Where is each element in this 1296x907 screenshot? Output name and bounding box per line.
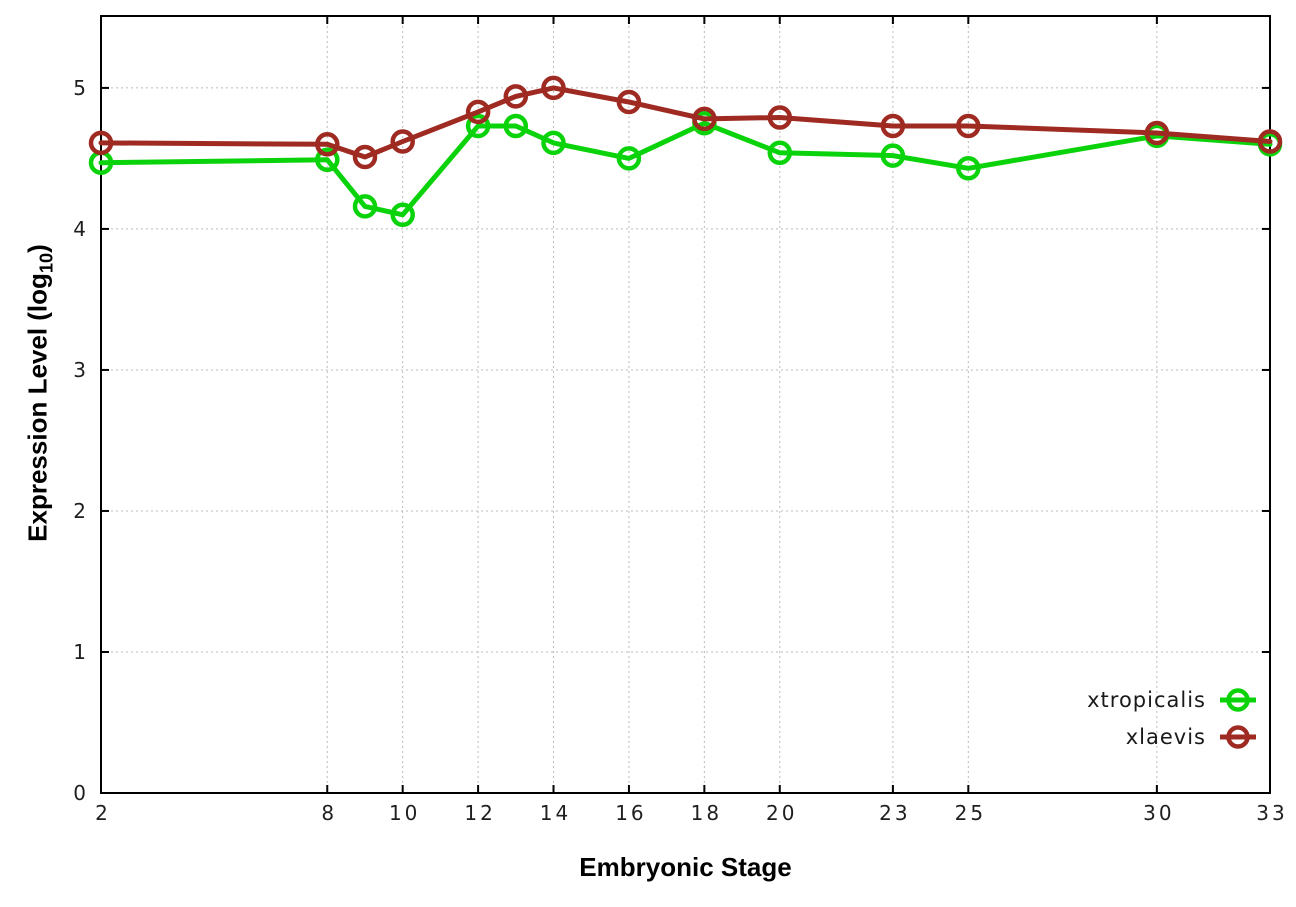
y-tick-label: 3 bbox=[73, 358, 89, 382]
legend-item-xtropicalis: xtropicalis bbox=[1087, 684, 1258, 715]
xlaevis-data-point bbox=[352, 144, 378, 170]
xlaevis-data-point bbox=[390, 129, 415, 154]
xtropicalis-data-point bbox=[315, 147, 340, 173]
xlaevis-data-point bbox=[315, 132, 340, 157]
xlaevis-line bbox=[98, 85, 1273, 160]
xlaevis-data-point bbox=[616, 89, 642, 115]
x-tick-label: 30 bbox=[1143, 801, 1174, 825]
legend-item-xlaevis: xlaevis bbox=[1126, 721, 1258, 752]
x-tick-label: 2 bbox=[95, 801, 111, 825]
legend-label-xtropicalis: xtropicalis bbox=[1087, 687, 1206, 712]
xlaevis-data-point bbox=[465, 99, 491, 125]
y-axis-title-subscript: 10 bbox=[36, 252, 57, 274]
xlaevis-data-point bbox=[956, 113, 981, 139]
xlaevis-data-point bbox=[541, 75, 566, 101]
y-tick-label: 0 bbox=[73, 781, 89, 805]
x-tick-label: 8 bbox=[321, 801, 337, 825]
xlaevis-data-point bbox=[503, 84, 529, 109]
xlaevis-data-point bbox=[88, 130, 114, 156]
x-tick-label: 20 bbox=[766, 801, 797, 825]
xtropicalis-data-point bbox=[880, 143, 906, 168]
xtropicalis-line bbox=[98, 120, 1273, 218]
xlaevis-data-point bbox=[880, 113, 906, 139]
x-tick-label: 18 bbox=[691, 801, 722, 825]
xlaevis-legend-marker-icon bbox=[1220, 724, 1256, 749]
x-tick-label: 16 bbox=[615, 801, 646, 825]
x-tick-label: 12 bbox=[464, 801, 495, 825]
xtropicalis-data-point bbox=[616, 146, 642, 171]
xlaevis-data-point bbox=[1257, 129, 1283, 154]
y-tick-label: 5 bbox=[73, 76, 89, 100]
y-tick-label: 4 bbox=[73, 217, 89, 241]
xtropicalis-data-point bbox=[503, 113, 529, 139]
xtropicalis-data-point bbox=[541, 130, 566, 156]
y-axis-title-main: Expression Level (log bbox=[22, 273, 53, 542]
xtropicalis-data-point bbox=[390, 202, 415, 228]
xlaevis-data-point bbox=[1144, 120, 1170, 146]
xtropicalis-data-point bbox=[465, 113, 491, 139]
x-axis-title: Embryonic Stage bbox=[579, 852, 792, 882]
x-tick-label: 14 bbox=[540, 801, 571, 825]
xlaevis-data-point bbox=[692, 106, 717, 132]
plot-border bbox=[100, 15, 1271, 794]
y-tick-label: 2 bbox=[73, 499, 89, 523]
y-axis-title: Expression Level (log10) bbox=[22, 244, 57, 542]
x-tick-label: 25 bbox=[955, 801, 986, 825]
xtropicalis-data-point bbox=[352, 194, 378, 219]
legend: xtropicalis xlaevis bbox=[1087, 684, 1258, 752]
xtropicalis-data-point bbox=[767, 140, 793, 166]
y-tick-label: 1 bbox=[73, 640, 89, 664]
xtropicalis-data-point bbox=[956, 156, 981, 181]
y-axis-title-end: ) bbox=[22, 244, 53, 253]
x-tick-label: 33 bbox=[1256, 801, 1287, 825]
x-tick-label: 23 bbox=[879, 801, 910, 825]
x-tick-label: 10 bbox=[389, 801, 420, 825]
xlaevis-data-point bbox=[767, 105, 793, 130]
xtropicalis-legend-marker-icon bbox=[1220, 687, 1256, 712]
legend-label-xlaevis: xlaevis bbox=[1125, 724, 1206, 749]
